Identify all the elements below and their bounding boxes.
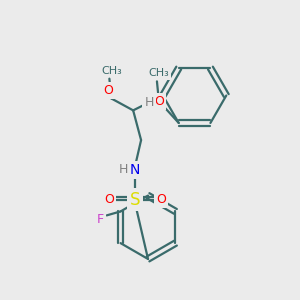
Text: F: F xyxy=(97,213,104,226)
Text: H: H xyxy=(118,163,128,176)
Text: N: N xyxy=(130,163,140,177)
Text: CH₃: CH₃ xyxy=(148,68,169,78)
Text: O: O xyxy=(154,95,164,108)
Text: O: O xyxy=(104,193,114,206)
Text: CH₃: CH₃ xyxy=(101,66,122,76)
Text: O: O xyxy=(103,84,113,97)
Text: H: H xyxy=(144,96,154,109)
Text: O: O xyxy=(156,193,166,206)
Text: S: S xyxy=(130,190,140,208)
